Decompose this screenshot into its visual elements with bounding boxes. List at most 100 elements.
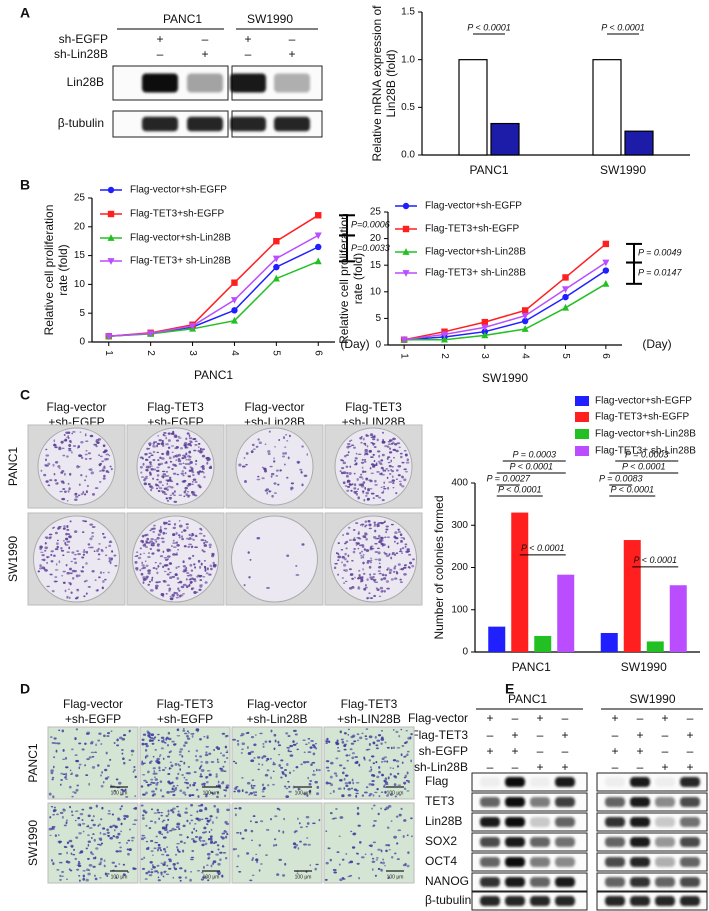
cell-dot xyxy=(161,439,164,443)
cell-dot xyxy=(42,558,46,562)
cell-dot xyxy=(188,822,191,825)
cell-dot xyxy=(191,734,194,738)
condition-sign: + xyxy=(201,47,208,61)
cell-dot xyxy=(377,551,381,555)
cell-dot xyxy=(397,531,402,533)
cell-dot xyxy=(44,463,47,467)
cell-dot xyxy=(238,871,242,873)
cell-dot xyxy=(406,771,409,775)
cell-dot xyxy=(355,452,358,455)
cell-dot xyxy=(188,533,191,537)
cell-dot xyxy=(161,452,164,455)
cell-dot xyxy=(261,763,264,766)
cell-dot xyxy=(82,808,84,811)
cell-dot xyxy=(306,794,309,797)
cell-dot xyxy=(199,738,202,741)
cell-dot xyxy=(235,848,238,850)
cell-dot xyxy=(202,876,205,879)
cell-dot xyxy=(380,760,384,763)
cell-dot xyxy=(48,533,53,536)
cell-dot xyxy=(341,561,343,564)
cell-dot xyxy=(89,523,94,526)
cell-dot xyxy=(73,558,77,560)
cell-dot xyxy=(182,481,186,483)
cell-dot xyxy=(349,465,352,468)
cell-dot xyxy=(378,572,382,575)
cell-dot xyxy=(217,780,220,784)
cell-dot xyxy=(105,546,108,549)
cell-dot xyxy=(175,531,178,535)
cell-dot xyxy=(219,767,222,770)
cell-dot xyxy=(72,853,76,856)
cell-dot xyxy=(118,842,121,844)
cell-dot xyxy=(387,844,391,847)
y-tick-label: 25 xyxy=(74,193,86,204)
cell-dot xyxy=(49,479,53,482)
cell-dot xyxy=(149,839,154,843)
cell-dot xyxy=(165,443,169,446)
blot-band xyxy=(274,116,310,132)
legend-marker xyxy=(107,186,115,194)
cell-dot xyxy=(374,542,378,545)
cell-dot xyxy=(68,839,73,843)
cell-dot xyxy=(377,570,381,572)
cell-dot xyxy=(51,741,56,744)
cell-dot xyxy=(98,863,102,866)
cell-dot xyxy=(273,460,276,463)
cell-dot xyxy=(384,520,386,523)
cell-dot xyxy=(148,827,152,830)
cell-dot xyxy=(198,836,203,839)
cell-dot xyxy=(182,791,186,795)
cell-dot xyxy=(357,532,360,535)
legend-swatch xyxy=(575,396,589,406)
cell-dot xyxy=(188,434,191,438)
cell-dot xyxy=(89,537,93,541)
row-label: SW1990 xyxy=(26,820,40,866)
cell-dot xyxy=(69,572,73,575)
cell-dot xyxy=(316,792,320,796)
cell-dot xyxy=(118,863,121,865)
blot-band xyxy=(655,876,675,888)
cell-dot xyxy=(373,819,377,822)
cell-dot xyxy=(197,449,201,453)
cell-dot xyxy=(169,460,173,463)
cell-dot xyxy=(132,770,135,773)
cell-dot xyxy=(166,499,170,502)
cell-dot xyxy=(192,578,197,581)
cell-dot xyxy=(393,775,397,778)
cell-dot xyxy=(378,558,382,562)
cell-dot xyxy=(201,843,205,847)
blot-band xyxy=(655,816,675,828)
cell-dot xyxy=(201,818,204,821)
cell-dot xyxy=(273,733,277,737)
cell-dot xyxy=(206,461,209,465)
condition-sign: + xyxy=(244,32,251,46)
cell-dot xyxy=(148,442,152,446)
cell-dot xyxy=(175,566,178,570)
cell-dot xyxy=(132,867,137,870)
cell-dot xyxy=(371,807,373,810)
cell-dot xyxy=(181,457,185,460)
data-point xyxy=(273,263,280,271)
cell-dot xyxy=(356,478,359,481)
cell-dot xyxy=(178,833,183,836)
cell-dot xyxy=(81,566,85,569)
cell-dot xyxy=(145,465,150,469)
cell-dot xyxy=(158,830,162,834)
cell-dot xyxy=(382,858,384,861)
blot-band xyxy=(480,876,500,888)
cell-dot xyxy=(378,454,381,458)
cell-dot xyxy=(162,521,166,525)
band-label: TET3 xyxy=(425,794,455,808)
cell-dot xyxy=(102,827,106,830)
cell-dot xyxy=(81,531,85,533)
cell-dot xyxy=(142,535,145,538)
cell-dot xyxy=(85,475,88,478)
cell-dot xyxy=(52,765,55,769)
cell-dot xyxy=(91,853,95,856)
cell-dot xyxy=(344,580,348,583)
cell-dot xyxy=(208,773,212,777)
cell-dot xyxy=(149,461,152,464)
cell-dot xyxy=(177,534,181,537)
cell-dot xyxy=(410,759,413,763)
